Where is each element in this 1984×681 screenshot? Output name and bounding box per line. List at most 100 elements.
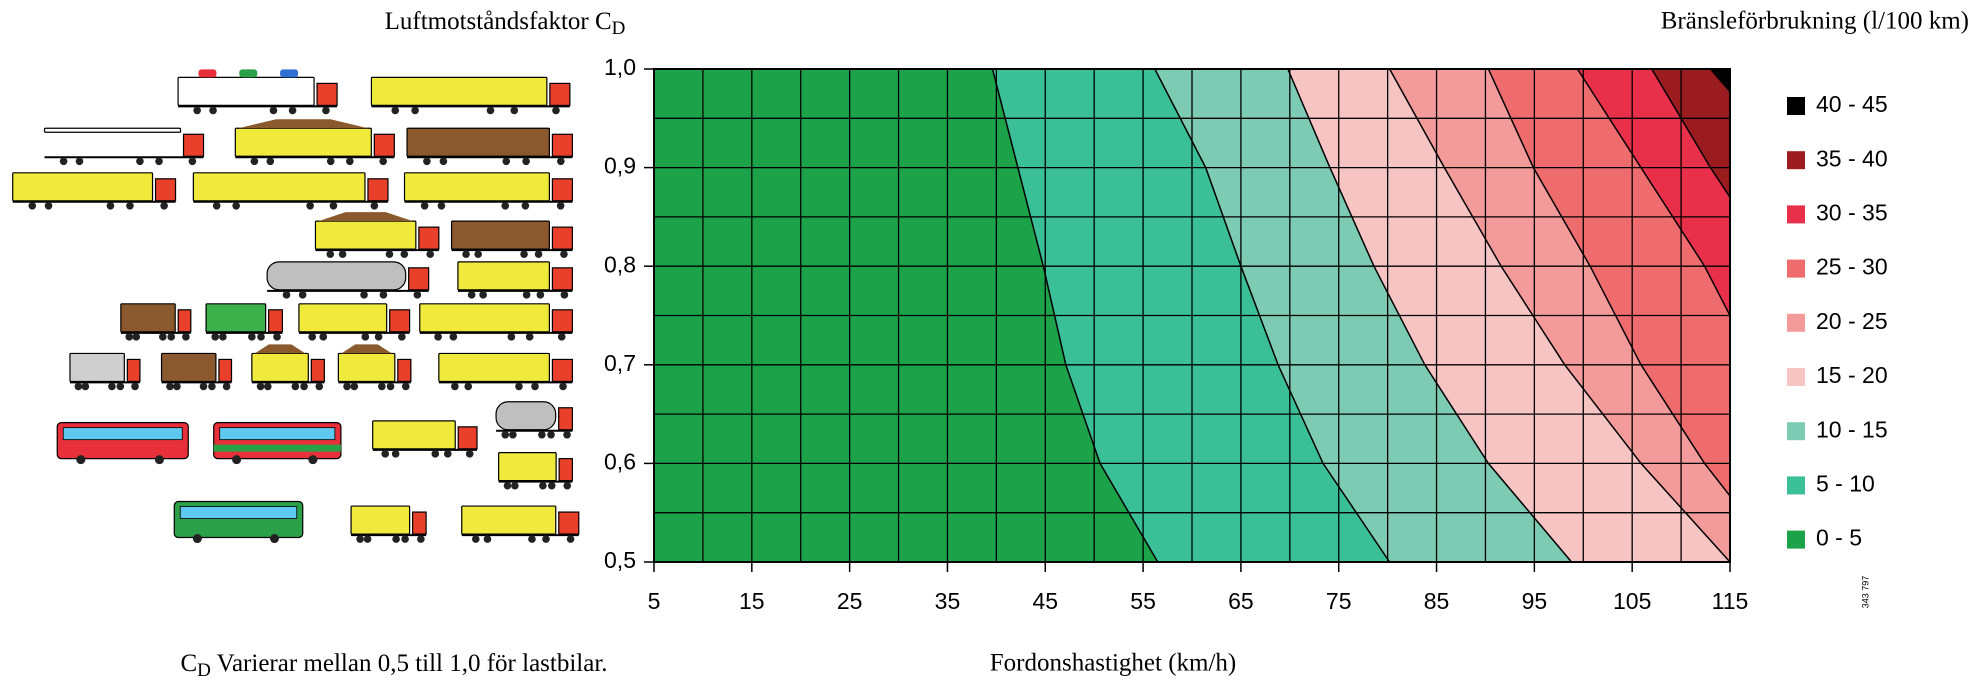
vehicle-wheel [299,291,307,299]
vehicle-wheel [308,333,316,341]
legend-swatch [1787,97,1805,115]
legend-swatch [1787,260,1805,278]
vehicle-load [238,119,368,128]
vehicle-wheel [559,383,567,391]
vehicle-load [255,344,305,353]
vehicle-wheel [526,333,534,341]
vehicle-wheel [509,431,517,439]
vehicle-wheel [387,383,395,391]
vehicle-body [252,353,308,381]
vehicle-wheel [421,202,429,210]
vehicle-wheel [426,250,434,258]
vehicle-body [121,304,175,332]
vehicle-wheel [531,383,539,391]
vehicle-wheel [166,383,174,391]
vehicle-wheel [484,535,492,543]
vehicle-body [439,353,550,381]
vehicle-wheel [289,107,297,115]
legend-label: 35 - 40 [1816,145,1888,171]
x-tick-label: 35 [935,588,961,614]
vehicle-wheel [125,333,133,341]
vehicle-wheel [444,450,452,458]
vehicle-wheel [360,291,368,299]
vehicle-wheel [548,482,556,490]
vehicle-wheel [535,250,543,258]
legend-label: 30 - 35 [1816,199,1888,225]
vehicle-wheel [159,333,167,341]
vehicle-wheel [563,482,571,490]
vehicle-wheel [362,333,370,341]
legend-swatch [1787,368,1805,386]
vehicle-wheel [319,333,327,341]
footnote-subscript: D [197,660,211,681]
legend-label: 0 - 5 [1816,525,1862,551]
vehicle-wheel [434,333,442,341]
vehicle-body [496,402,556,430]
vehicle-body [45,128,181,132]
vehicle-cab [413,512,427,534]
vehicle-cab [390,310,410,332]
vehicle-cab [269,310,283,332]
vehicle-wheel [464,383,472,391]
vehicle-wheel [322,107,330,115]
vehicle-wheel [257,333,265,341]
vehicle-wheel [414,291,422,299]
vehicle-wheel [75,383,83,391]
vehicle-wheel [472,535,480,543]
vehicle-wheel [76,455,85,464]
vehicle-cab [368,179,388,201]
vehicle-wheel [270,534,279,543]
vehicle-wheel [211,333,219,341]
vehicle-wheel [561,291,569,299]
vehicle-load [239,69,257,77]
vehicle-wheel [107,202,115,210]
vehicle-wheel [208,383,216,391]
vehicle-wheel [306,202,314,210]
vehicle-wheel [523,291,531,299]
vehicle-body [373,421,456,449]
vehicle-wheel [398,333,406,341]
vehicle-wheel [537,291,545,299]
vehicle-wheel [501,431,509,439]
y-tick-label: 0,6 [604,448,636,474]
x-tick-label: 115 [1712,588,1749,614]
vehicle-wheel [440,157,448,165]
vehicle-wheel [108,383,116,391]
vehicle-wheel [264,383,272,391]
vehicle-cab [458,427,477,449]
vehicle-cab [219,359,232,381]
vehicle-windows [180,507,296,519]
vehicle-wheel [542,535,550,543]
vehicle-body [499,453,556,481]
vehicle-cab [184,134,204,156]
y-tick-label: 0,9 [604,153,636,179]
x-tick-label: 105 [1613,588,1651,614]
vehicle-wheel [378,383,386,391]
vehicle-wheel [28,202,36,210]
vehicle-wheel [479,291,487,299]
vehicle-wheel [200,383,208,391]
vehicle-wheel [132,333,140,341]
vehicle-wheel [401,535,409,543]
vehicle-cab [552,227,572,249]
vehicle-body [315,221,415,249]
vehicle-body [420,304,550,332]
vehicle-wheel [308,455,317,464]
legend-label: 25 - 30 [1816,254,1888,280]
vehicle-load [318,212,412,221]
vehicle-wheel [552,107,560,115]
legend-swatch [1787,151,1805,169]
vehicle-wheel [508,333,516,341]
vehicle-body [338,353,394,381]
vehicle-load [198,69,216,77]
vehicle-wheel [411,107,419,115]
y-tick-label: 1,0 [604,54,636,80]
vehicle-wheel [82,383,90,391]
vehicle-wheel [502,157,510,165]
figure-id: 343 797 [1860,576,1870,609]
legend-label: 10 - 15 [1816,416,1888,442]
x-tick-label: 85 [1424,588,1450,614]
y-tick-label: 0,8 [604,251,636,277]
vehicle-cab [552,268,572,290]
vehicle-cab [559,408,573,430]
